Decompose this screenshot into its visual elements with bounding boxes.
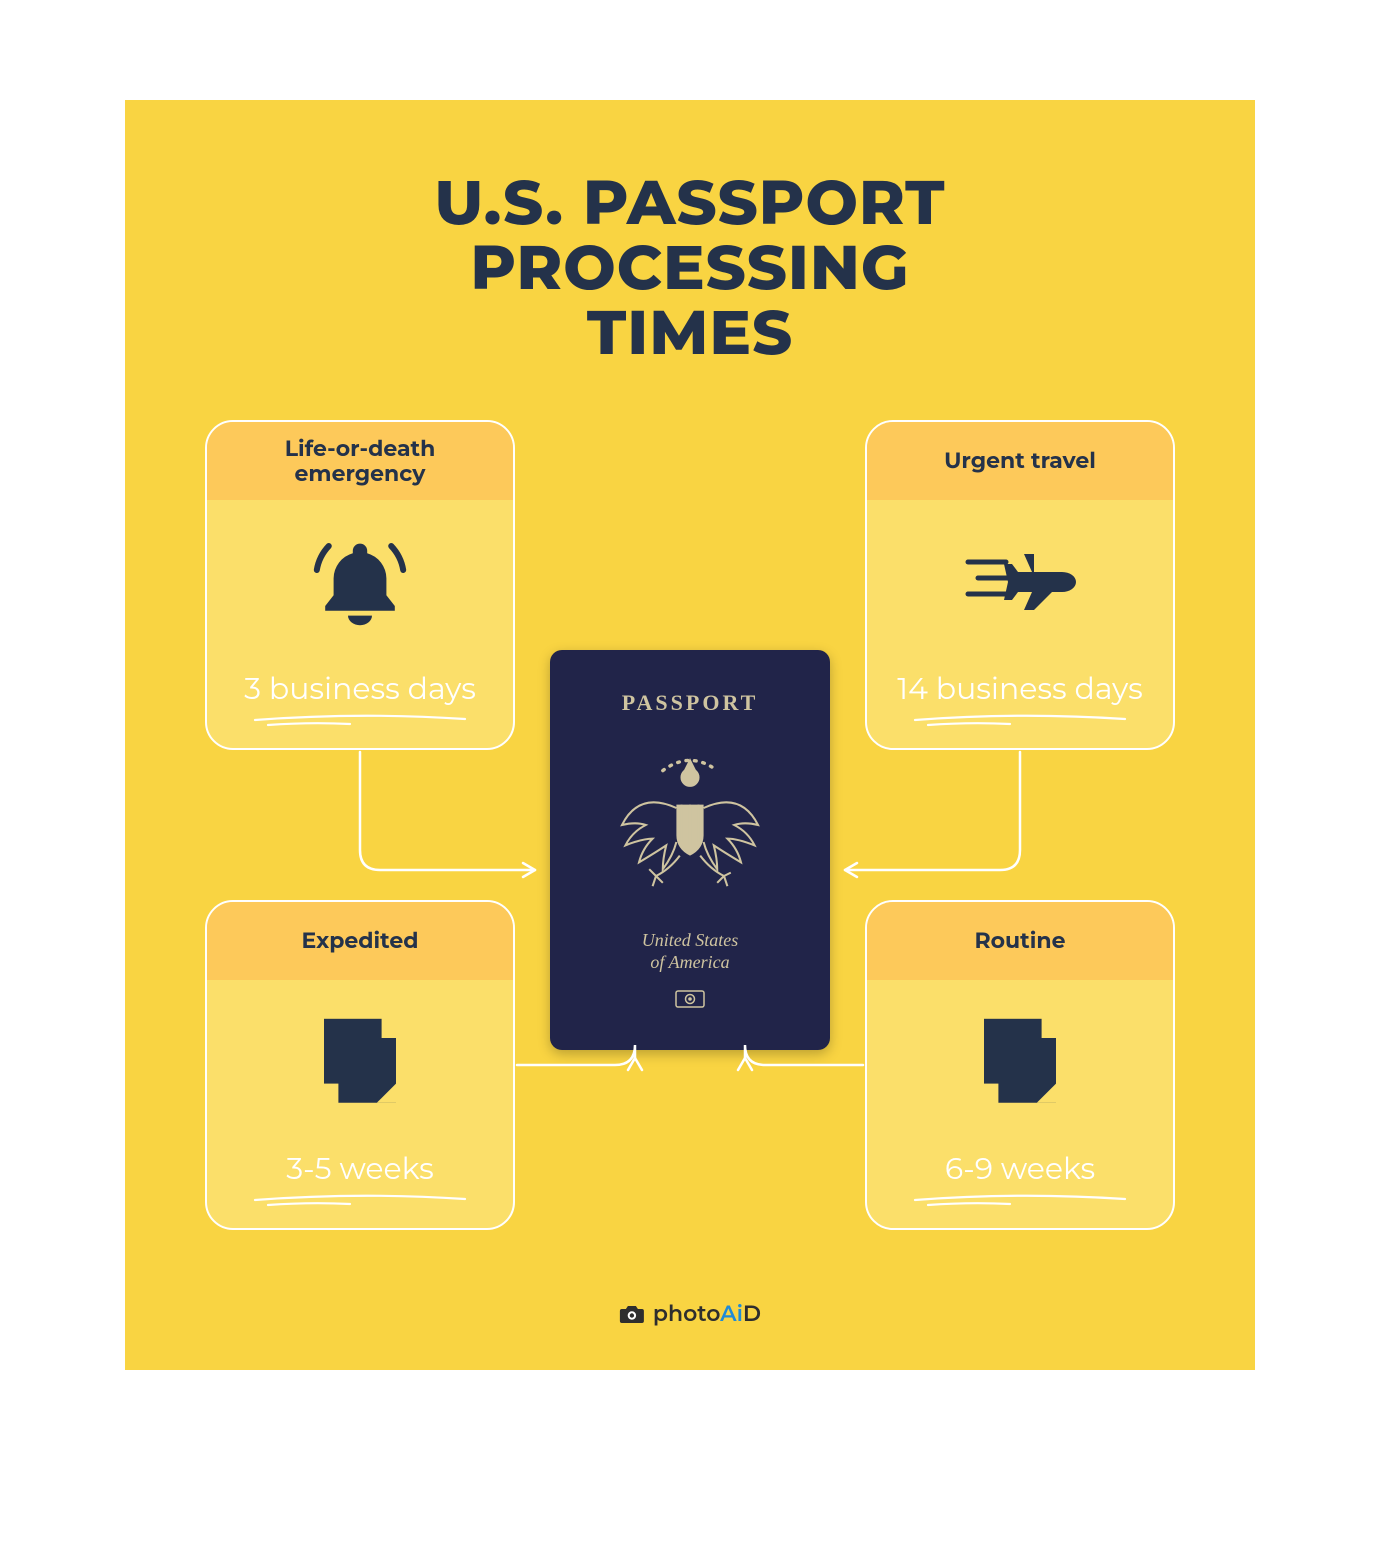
card-underline [250,1194,470,1208]
passport-illustration: PASSPORT [550,650,830,1050]
info-card-routine: Routine 6-9 weeks [865,900,1175,1230]
card-value: 3-5 weeks [286,1150,433,1187]
card-value: 14 business days [897,670,1142,707]
page-title: U.S. PASSPORT PROCESSING TIMES [408,170,973,365]
biometric-chip-icon [675,990,705,1013]
card-underline [910,714,1130,728]
docs-icon [300,1002,420,1122]
camera-icon [619,1303,645,1325]
card-underline [250,714,470,728]
urgent-conn [845,752,1020,870]
bell-icon [300,522,420,642]
page: U.S. PASSPORT PROCESSING TIMES PASSPORT [0,0,1380,1553]
card-header: Urgent travel [867,422,1173,500]
info-card-urgent: Urgent travel 14 business days [865,420,1175,750]
eagle-seal-icon [605,740,775,910]
info-card-emergency: Life-or-death emergency 3 business days [205,420,515,750]
card-value: 3 business days [244,670,476,707]
emergency-conn [360,752,535,870]
card-value: 6-9 weeks [945,1150,1095,1187]
passport-country: United States of America [642,930,739,973]
card-header: Life-or-death emergency [207,422,513,500]
brand-logo: photoAiD [619,1300,761,1327]
info-card-expedited: Expedited 3-5 weeks [205,900,515,1230]
card-header: Expedited [207,902,513,980]
infographic-canvas: U.S. PASSPORT PROCESSING TIMES PASSPORT [125,100,1255,1370]
card-underline [910,1194,1130,1208]
passport-label: PASSPORT [622,690,759,716]
card-header: Routine [867,902,1173,980]
docs-icon [960,1002,1080,1122]
brand-text: photoAiD [653,1300,761,1327]
plane-icon [960,522,1080,642]
